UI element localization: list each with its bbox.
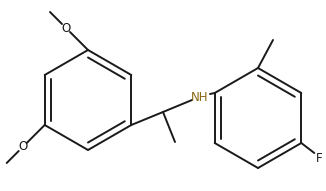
Text: NH: NH bbox=[191, 91, 209, 104]
Text: O: O bbox=[61, 22, 71, 35]
Text: O: O bbox=[18, 141, 27, 154]
Text: F: F bbox=[316, 151, 323, 164]
